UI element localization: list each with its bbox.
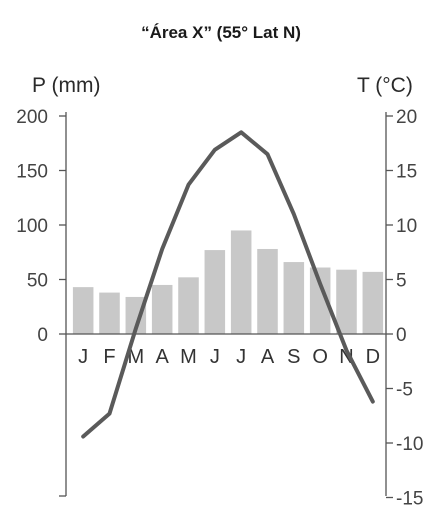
right-tick-label-5: -5 bbox=[396, 380, 413, 401]
precip-bar-9 bbox=[283, 262, 305, 334]
left-axis-label: P (mm) bbox=[32, 74, 100, 97]
right-tick-label-7: -15 bbox=[396, 489, 423, 506]
month-label-2: F bbox=[103, 346, 115, 368]
precipitation-bars bbox=[72, 230, 384, 334]
month-label-9: S bbox=[287, 346, 300, 368]
right-tick-label-2: 10 bbox=[396, 216, 417, 237]
temperature-series bbox=[81, 130, 375, 439]
precip-bar-5 bbox=[178, 277, 199, 334]
precip-bar-1 bbox=[72, 287, 94, 334]
month-label-1: J bbox=[78, 346, 88, 368]
month-label-3: M bbox=[127, 346, 144, 368]
temperature-line bbox=[81, 130, 375, 439]
right-tick-label-6: -10 bbox=[396, 434, 423, 455]
left-tick-label-4: 0 bbox=[37, 325, 48, 346]
month-label-5: M bbox=[180, 346, 197, 368]
month-label-10: O bbox=[312, 346, 328, 368]
left-tick-label-0: 200 bbox=[16, 107, 48, 128]
month-label-8: A bbox=[261, 346, 275, 368]
right-tick-label-0: 20 bbox=[396, 107, 417, 128]
precip-bar-2 bbox=[99, 292, 120, 334]
precip-bar-8 bbox=[257, 248, 278, 334]
left-tick-label-3: 50 bbox=[27, 271, 48, 292]
left-tick-label-2: 100 bbox=[16, 216, 48, 237]
precip-bar-12 bbox=[362, 271, 384, 334]
left-tick-label-1: 150 bbox=[16, 162, 48, 183]
right-tick-label-3: 5 bbox=[396, 271, 407, 292]
right-tick-label-1: 15 bbox=[396, 162, 417, 183]
month-label-12: D bbox=[366, 346, 380, 368]
month-label-7: J bbox=[236, 346, 246, 368]
precip-bar-6 bbox=[204, 250, 226, 334]
month-label-6: J bbox=[210, 346, 220, 368]
precip-bar-4 bbox=[151, 284, 173, 334]
precip-bar-11 bbox=[336, 269, 357, 334]
right-axis-label: T (°C) bbox=[357, 74, 413, 97]
month-label-4: A bbox=[155, 346, 169, 368]
precip-bar-3 bbox=[125, 296, 147, 334]
right-tick-label-4: 0 bbox=[396, 325, 407, 346]
precip-bar-10 bbox=[309, 267, 331, 334]
precip-bar-7 bbox=[230, 230, 252, 334]
chart-title: “Área X” (55° Lat N) bbox=[141, 23, 301, 42]
month-label-11: N bbox=[339, 346, 353, 368]
